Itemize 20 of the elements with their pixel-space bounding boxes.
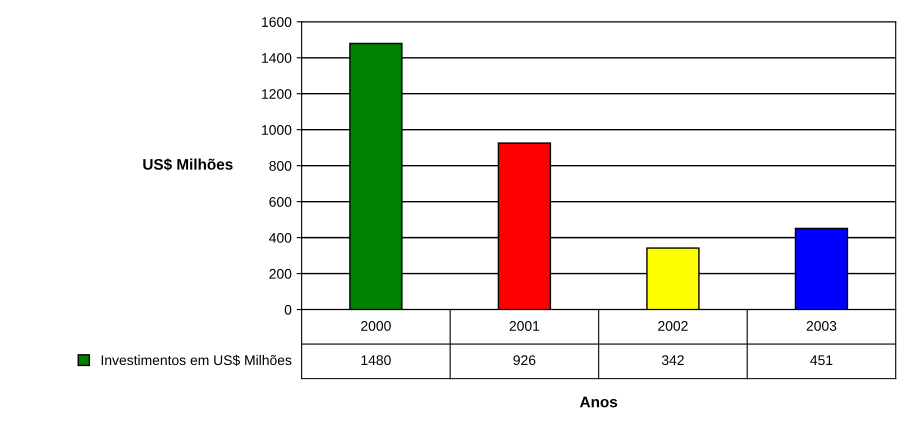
x-tick-label: 2000 <box>361 321 391 331</box>
x-tick-label: 2001 <box>510 321 540 331</box>
y-tick-label: 0 <box>284 304 292 315</box>
x-axis-title: Anos <box>580 396 618 408</box>
x-tick-label: 2002 <box>658 321 688 331</box>
x-tick-label: 2003 <box>806 321 836 331</box>
data-label: 1480 <box>361 355 391 366</box>
y-tick-label: 1200 <box>262 89 292 99</box>
y-axis-title: US$ Milhões <box>143 158 233 171</box>
y-tick-label: 1400 <box>262 53 292 63</box>
y-tick-label: 800 <box>269 161 292 171</box>
y-tick-label: 1600 <box>262 17 292 27</box>
data-label: 451 <box>810 355 832 366</box>
y-tick-label: 200 <box>269 268 292 279</box>
legend-label: Investimentos em US$ Milhões <box>102 354 292 366</box>
y-tick-label: 400 <box>269 232 292 243</box>
data-label: 342 <box>662 355 684 366</box>
data-label: 926 <box>513 355 536 366</box>
y-tick-label: 1000 <box>262 125 292 135</box>
y-tick-label: 600 <box>269 196 292 207</box>
